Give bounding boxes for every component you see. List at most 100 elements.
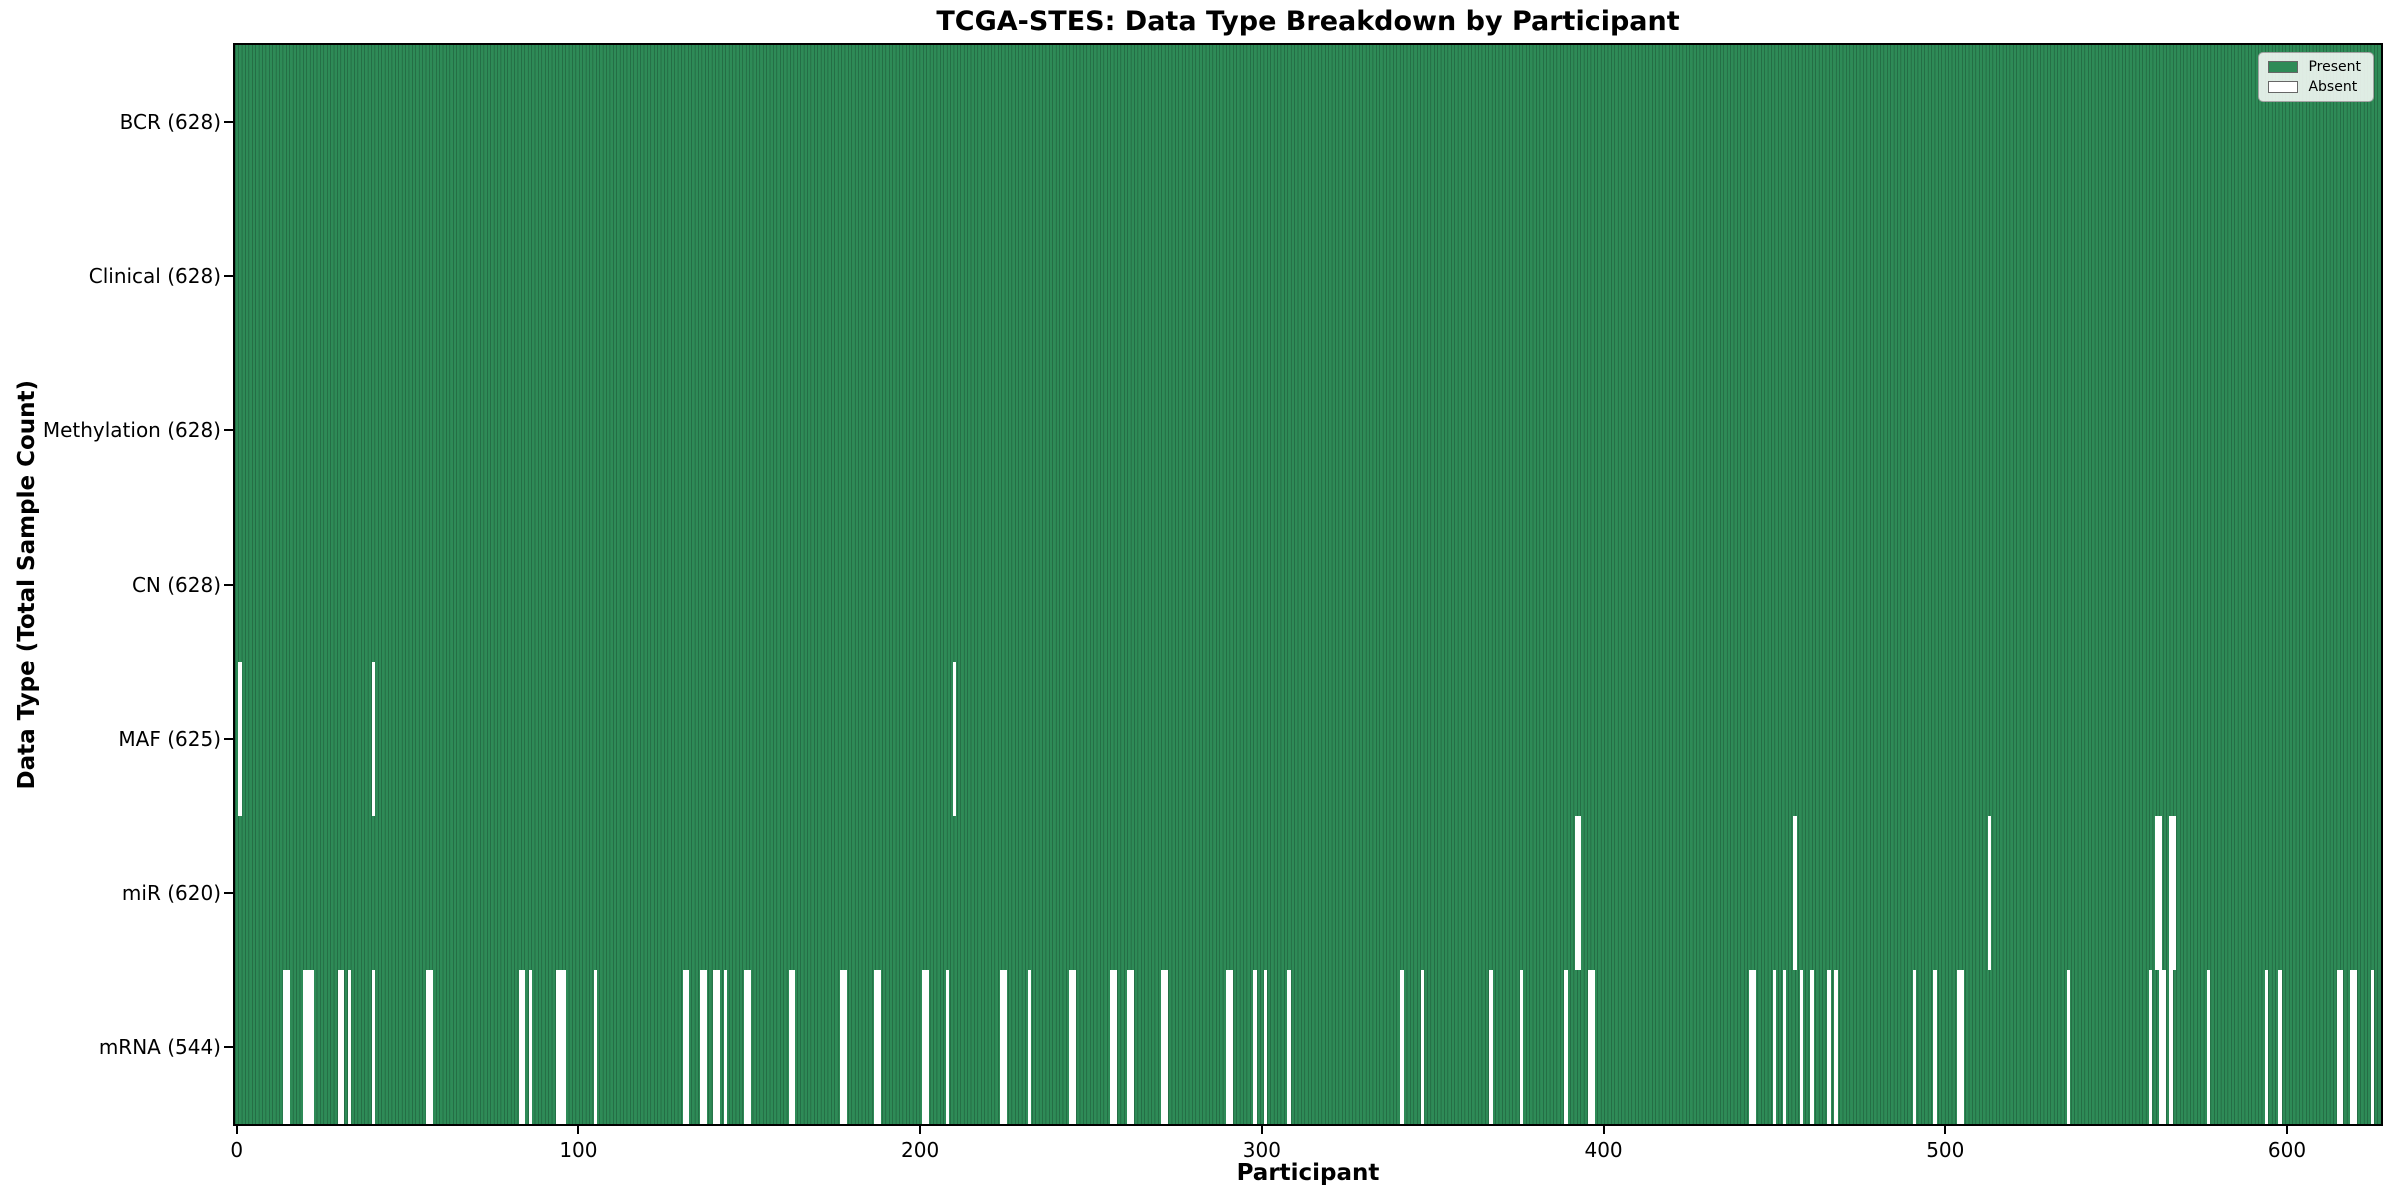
absent-gap bbox=[843, 969, 847, 1124]
absent-gap bbox=[1400, 969, 1404, 1124]
absent-gap bbox=[747, 969, 751, 1124]
row-bars-mrna bbox=[235, 969, 2381, 1124]
absent-gap bbox=[1113, 969, 1117, 1124]
absent-gap bbox=[429, 969, 434, 1124]
y-tick-mark bbox=[224, 737, 233, 740]
absent-swatch bbox=[2268, 81, 2299, 93]
absent-gap bbox=[874, 969, 878, 1124]
absent-gap bbox=[2353, 969, 2358, 1124]
absent-gap bbox=[1564, 969, 1568, 1124]
absent-gap bbox=[2206, 969, 2211, 1124]
absent-gap bbox=[925, 969, 929, 1124]
x-tick-mark bbox=[2286, 1126, 2289, 1134]
absent-gap bbox=[1109, 969, 1114, 1124]
absent-gap bbox=[1003, 969, 1008, 1124]
present-swatch bbox=[2268, 61, 2299, 73]
absent-gap bbox=[716, 969, 721, 1124]
absent-gap bbox=[593, 969, 598, 1124]
legend: Present Absent bbox=[2258, 52, 2374, 102]
absent-gap bbox=[282, 969, 287, 1124]
absent-gap bbox=[528, 969, 533, 1124]
absent-gap bbox=[2339, 969, 2344, 1124]
absent-gap bbox=[1130, 969, 1134, 1124]
x-tick-label: 100 bbox=[559, 1138, 598, 1162]
row-bars-methylation bbox=[235, 353, 2381, 508]
absent-gap bbox=[1126, 969, 1131, 1124]
absent-gap bbox=[306, 969, 311, 1124]
absent-gap bbox=[1072, 969, 1076, 1124]
absent-gap bbox=[2172, 815, 2176, 970]
x-tick-mark bbox=[1260, 1126, 1263, 1134]
y-tick-mark bbox=[224, 121, 233, 124]
row-label-bcr: BCR (628) bbox=[119, 110, 221, 135]
row-label-methylation: Methylation (628) bbox=[42, 418, 221, 443]
x-tick-mark bbox=[1602, 1126, 1605, 1134]
absent-gap bbox=[563, 969, 567, 1124]
absent-gap bbox=[2169, 815, 2173, 970]
row-bars-mir bbox=[235, 815, 2381, 970]
row-bars-clinical bbox=[235, 199, 2381, 354]
x-tick-mark bbox=[577, 1126, 580, 1134]
x-axis-label: Participant bbox=[1236, 1160, 1380, 1186]
absent-gap bbox=[1577, 815, 1582, 970]
absent-gap bbox=[2155, 815, 2159, 970]
absent-gap bbox=[788, 969, 792, 1124]
absent-gap bbox=[1574, 815, 1578, 970]
row-mir bbox=[235, 815, 2381, 970]
absent-gap bbox=[1793, 815, 1797, 970]
row-bcr bbox=[235, 45, 2381, 200]
row-bars-cn bbox=[235, 507, 2381, 662]
absent-gap bbox=[1489, 969, 1493, 1124]
absent-gap bbox=[340, 969, 345, 1124]
x-tick-label: 500 bbox=[1926, 1138, 1965, 1162]
y-tick-mark bbox=[224, 1045, 233, 1048]
absent-gap bbox=[682, 969, 687, 1124]
x-tick-mark bbox=[919, 1126, 922, 1134]
row-label-mrna: mRNA (544) bbox=[98, 1034, 221, 1059]
absent-gap bbox=[371, 661, 376, 816]
absent-gap bbox=[2264, 969, 2269, 1124]
absent-gap bbox=[1782, 969, 1787, 1124]
absent-gap bbox=[1519, 969, 1524, 1124]
x-tick-mark bbox=[235, 1126, 238, 1134]
absent-gap bbox=[2148, 969, 2153, 1124]
row-methylation bbox=[235, 353, 2381, 508]
absent-gap bbox=[371, 969, 376, 1124]
absent-gap bbox=[238, 661, 242, 816]
row-bars-maf bbox=[235, 661, 2381, 816]
absent-gap bbox=[1229, 969, 1233, 1124]
absent-gap bbox=[1225, 969, 1230, 1124]
absent-gap bbox=[310, 969, 314, 1124]
absent-gap bbox=[952, 661, 957, 816]
row-label-mir: miR (620) bbox=[121, 880, 221, 905]
legend-present-label: Present bbox=[2308, 59, 2361, 75]
absent-gap bbox=[347, 969, 352, 1124]
absent-gap bbox=[945, 969, 950, 1124]
absent-gap bbox=[1800, 969, 1804, 1124]
x-tick-label: 200 bbox=[901, 1138, 940, 1162]
absent-gap bbox=[744, 969, 748, 1124]
row-label-cn: CN (628) bbox=[131, 572, 221, 597]
absent-gap bbox=[703, 969, 707, 1124]
absent-gap bbox=[839, 969, 844, 1124]
y-axis-label: Data Type (Total Sample Count) bbox=[14, 379, 40, 790]
x-tick-label: 400 bbox=[1584, 1138, 1623, 1162]
absent-gap bbox=[2278, 969, 2282, 1124]
absent-gap bbox=[1253, 969, 1257, 1124]
absent-gap bbox=[1957, 969, 1961, 1124]
x-tick-mark bbox=[1944, 1126, 1947, 1134]
absent-gap bbox=[1287, 969, 1291, 1124]
absent-gap bbox=[1420, 969, 1425, 1124]
absent-gap bbox=[1960, 969, 1965, 1124]
x-tick-label: 300 bbox=[1242, 1138, 1281, 1162]
absent-gap bbox=[1988, 815, 1992, 970]
absent-gap bbox=[2169, 969, 2173, 1124]
absent-gap bbox=[1000, 969, 1004, 1124]
absent-gap bbox=[2158, 815, 2163, 970]
absent-gap bbox=[2370, 969, 2375, 1124]
row-cn bbox=[235, 507, 2381, 662]
absent-gap bbox=[1068, 969, 1073, 1124]
y-axis-label-wrap: Data Type (Total Sample Count) bbox=[14, 43, 40, 1126]
plot-area: Present Absent BCR (628) Clinical (628) Me… bbox=[43, 43, 2383, 1162]
